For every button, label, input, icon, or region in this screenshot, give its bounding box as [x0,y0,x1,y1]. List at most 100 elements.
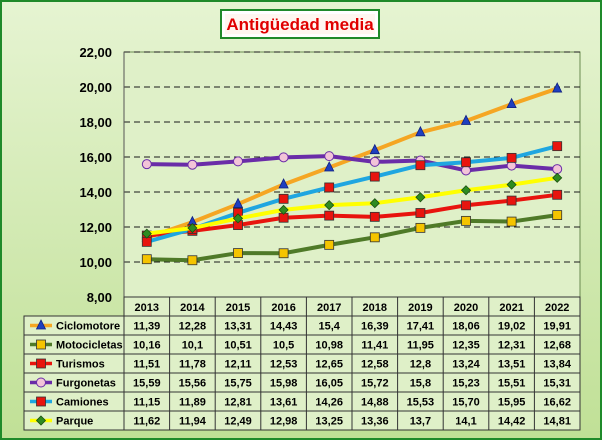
data-label: 14,42 [498,416,526,428]
chart-title-box: Antigüedad media [220,9,380,39]
data-point-marker [460,114,472,125]
data-label: 13,84 [543,359,571,371]
data-point-marker [461,157,471,168]
data-label: 15,31 [543,378,571,390]
data-point-marker [278,152,289,163]
x-tick-label: 2017 [317,302,341,314]
data-label: 15,4 [318,321,340,333]
legend-label: Furgonetas [56,378,116,390]
data-label: 13,31 [224,321,252,333]
data-label: 10,5 [273,340,294,352]
data-label: 19,91 [543,321,571,333]
y-tick-label: 22,00 [79,45,112,60]
legend-label: Turismos [56,359,105,371]
data-label: 15,72 [361,378,389,390]
data-label: 10,98 [315,340,343,352]
data-label: 16,05 [315,378,343,390]
data-label: 12,53 [270,359,298,371]
data-point-marker [552,141,563,152]
legend-label: Camiones [56,397,109,409]
data-label: 11,41 [361,340,388,352]
series-line [144,213,560,263]
data-point-marker [506,195,517,206]
data-label: 12,68 [543,340,571,352]
data-point-marker [415,192,426,203]
x-tick-label: 2018 [363,302,387,314]
data-point-marker [36,358,46,369]
x-tick-label: 2020 [454,302,478,314]
data-label: 15,95 [498,397,526,409]
data-point-marker [141,254,152,265]
data-point-marker [460,185,472,196]
data-label: 11,62 [133,416,160,428]
data-label: 12,58 [361,359,389,371]
data-point-marker [232,213,244,224]
data-label: 16,62 [543,397,571,409]
legend-label: Motocicletas [56,340,123,352]
data-label: 16,39 [361,321,389,333]
data-label: 12,11 [225,359,252,371]
legend-label: Ciclomotore [56,321,120,333]
y-tick-label: 12,00 [79,220,112,235]
data-point-marker [141,228,152,239]
data-point-marker [552,82,563,93]
data-point-marker [461,200,471,211]
series-motocicletas [141,210,563,266]
data-label: 15,53 [407,397,435,409]
data-label: 14,43 [270,321,298,333]
series-line [144,154,560,173]
y-tick-label: 8,00 [87,290,112,305]
chart-title: Antigüedad media [226,15,374,34]
y-tick-label: 10,00 [79,255,112,270]
data-point-marker [278,204,289,215]
series-line [144,192,560,238]
data-point-marker [278,248,289,259]
data-point-marker [369,143,380,155]
data-point-marker [187,222,198,234]
data-label: 14,81 [543,416,571,428]
data-label: 11,95 [407,340,434,352]
data-label: 13,61 [270,397,298,409]
legend-label: Parque [56,416,93,428]
data-label: 11,51 [133,359,160,371]
x-tick-label: 2021 [499,302,523,314]
data-label: 14,26 [315,397,343,409]
x-tick-label: 2019 [408,302,432,314]
data-point-marker [415,222,426,233]
data-label: 14,1 [455,416,476,428]
x-tick-label: 2016 [271,302,295,314]
data-label: 15,98 [270,378,298,390]
legend-key-camiones [30,396,52,407]
data-point-marker [552,189,563,200]
x-tick-label: 2015 [226,302,250,314]
data-label: 12,98 [270,416,298,428]
data-point-marker [369,198,380,209]
data-point-marker [552,210,563,221]
plot-area [123,51,581,298]
data-point-marker [324,161,335,172]
data-point-marker [141,159,152,170]
y-tick-label: 18,00 [79,115,112,130]
data-point-marker [278,178,289,189]
data-label: 12,49 [224,416,252,428]
data-label: 11,94 [179,416,207,428]
data-point-marker [369,211,380,222]
data-point-marker [232,197,244,208]
data-label: 15,23 [452,378,480,390]
data-point-marker [324,239,335,250]
data-point-marker [324,151,335,162]
y-tick-label: 16,00 [79,150,112,165]
data-label: 13,24 [452,359,480,371]
data-label: 15,56 [179,378,207,390]
data-label: 15,8 [410,378,431,390]
data-label: 11,89 [179,397,206,409]
data-label: 13,7 [410,416,431,428]
data-label: 13,25 [315,416,343,428]
data-point-marker [506,152,517,163]
y-tick-label: 14,00 [79,185,112,200]
data-label: 12,8 [410,359,431,371]
data-point-marker [324,182,335,193]
data-point-marker [141,236,152,247]
data-label: 12,31 [498,340,526,352]
